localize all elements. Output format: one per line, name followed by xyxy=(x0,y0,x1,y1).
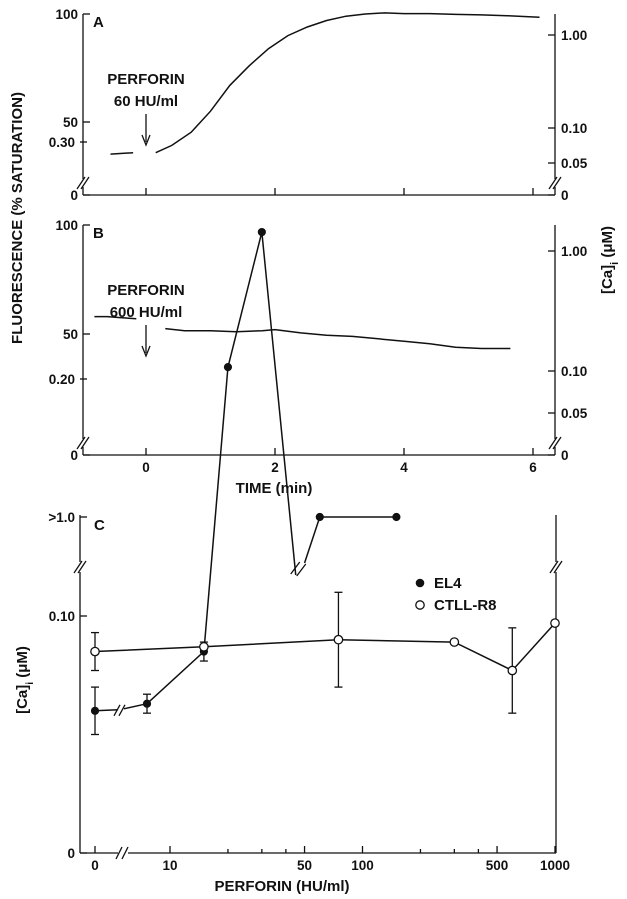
right-tick-label: 0.10 xyxy=(561,121,587,136)
left-axis-break xyxy=(76,176,86,190)
ctll-r8-point xyxy=(550,618,560,628)
right-axis-break xyxy=(552,176,562,190)
right-axis-break xyxy=(548,176,558,190)
x-axis-break xyxy=(121,846,129,860)
x-tick-label: 500 xyxy=(486,858,509,873)
legend-marker-el4 xyxy=(415,578,425,588)
panel-letter: A xyxy=(93,14,104,31)
ctll-r8-point xyxy=(199,641,209,652)
el4-line-break xyxy=(118,704,126,717)
right-tick-label: 1.00 xyxy=(561,28,587,43)
x-tick-label: 0 xyxy=(142,460,150,475)
x-tick-label: 2 xyxy=(271,460,279,475)
right-tick-label: 0.05 xyxy=(561,156,588,171)
left-axis-break xyxy=(73,560,83,574)
panel-b: 0 50 100 0 0.05 0.10 1.00 0 2 4 6 TIME (min) B PERFOR… xyxy=(55,218,587,497)
left-axis-break xyxy=(80,176,90,190)
legend-label-el4: EL4 xyxy=(434,575,462,592)
y-axis-label: FLUORESCENCE (% SATURATION) xyxy=(9,92,26,344)
annotation-text: PERFORIN xyxy=(107,71,185,88)
y-tick-label: 0.20 xyxy=(49,372,75,387)
x-tick-label: 10 xyxy=(162,858,177,873)
right-axis-label: [Ca]i (μM) xyxy=(599,226,621,294)
x-tick-label: 1000 xyxy=(540,858,570,873)
el4-point xyxy=(315,512,324,522)
legend-marker-ctll-r8 xyxy=(415,600,425,610)
y-tick-label: 0 xyxy=(67,846,75,861)
panel-a: 0 50 100 0 0.05 0.10 1.00 A PERFORIN 60 HU/ml xyxy=(55,7,587,203)
y-tick-label: 0.10 xyxy=(49,609,75,624)
fluorescence-trace xyxy=(155,12,540,154)
fluorescence-trace xyxy=(110,151,134,155)
annotation-text: 600 HU/ml xyxy=(110,304,183,321)
el4-point xyxy=(90,706,100,715)
legend-label-ctll-r8: CTLL-R8 xyxy=(434,597,497,614)
el4-line xyxy=(303,516,397,564)
el4-point xyxy=(223,363,233,372)
annotation-arrowhead xyxy=(141,134,151,147)
x-tick-label: 50 xyxy=(297,858,312,873)
x-axis-label: TIME (min) xyxy=(236,480,313,497)
ctll-r8-point xyxy=(507,665,518,676)
right-tick-label: 0 xyxy=(561,448,569,463)
ctll-r8-point xyxy=(449,637,460,647)
right-tick-label: 0 xyxy=(561,188,569,203)
right-axis-break xyxy=(553,560,563,574)
annotation-arrowhead xyxy=(141,345,151,358)
x-tick-label: 6 xyxy=(529,460,537,475)
el4-point xyxy=(257,227,266,237)
x-tick-label: 100 xyxy=(351,858,374,873)
panel-c: 00.100.200.30>1.00 10 50 100 500 1000PERFORIN… xyxy=(14,135,570,895)
panel-letter: C xyxy=(94,517,105,534)
y-tick-label: 100 xyxy=(55,7,78,22)
el4-line-break xyxy=(296,563,307,577)
y-tick-label: 0.30 xyxy=(49,135,75,150)
fluorescence-trace xyxy=(165,327,511,350)
x-axis-label: PERFORIN (HU/ml) xyxy=(215,878,350,895)
fluorescence-trace xyxy=(94,315,137,320)
el4-point xyxy=(392,512,401,522)
y-tick-label: 0 xyxy=(70,448,78,463)
el4-line-break xyxy=(290,561,301,575)
left-axis-break xyxy=(80,436,90,450)
x-tick-label: 0 xyxy=(91,858,99,873)
right-axis-break xyxy=(548,436,558,450)
right-tick-label: 0.10 xyxy=(561,364,587,379)
left-axis-break xyxy=(77,560,87,574)
left-axis-break xyxy=(76,436,86,450)
x-axis-break xyxy=(115,846,123,860)
el4-point xyxy=(142,699,152,708)
ctll-r8-point xyxy=(333,634,344,645)
y-tick-label: 50 xyxy=(63,327,78,342)
panel-letter: B xyxy=(93,225,104,242)
right-tick-label: 0.05 xyxy=(561,406,588,421)
right-tick-label: 1.00 xyxy=(561,244,587,259)
y-tick-label: 100 xyxy=(55,218,78,233)
y-tick-label: 0 xyxy=(70,188,78,203)
x-tick-label: 4 xyxy=(400,460,408,475)
right-axis-break xyxy=(552,436,562,450)
y-axis-label: [Ca]i (μM) xyxy=(14,646,36,714)
annotation-text: 60 HU/ml xyxy=(114,93,178,110)
el4-line-break xyxy=(113,704,121,717)
annotation-text: PERFORIN xyxy=(107,282,185,299)
ctll-r8-line xyxy=(94,622,556,672)
y-tick-label: >1.0 xyxy=(48,510,75,525)
y-tick-label: 50 xyxy=(63,115,78,130)
ctll-r8-point xyxy=(90,646,100,657)
shared-labels: FLUORESCENCE (% SATURATION) [Ca]i (μM) xyxy=(9,92,621,344)
right-axis-break xyxy=(549,560,559,574)
